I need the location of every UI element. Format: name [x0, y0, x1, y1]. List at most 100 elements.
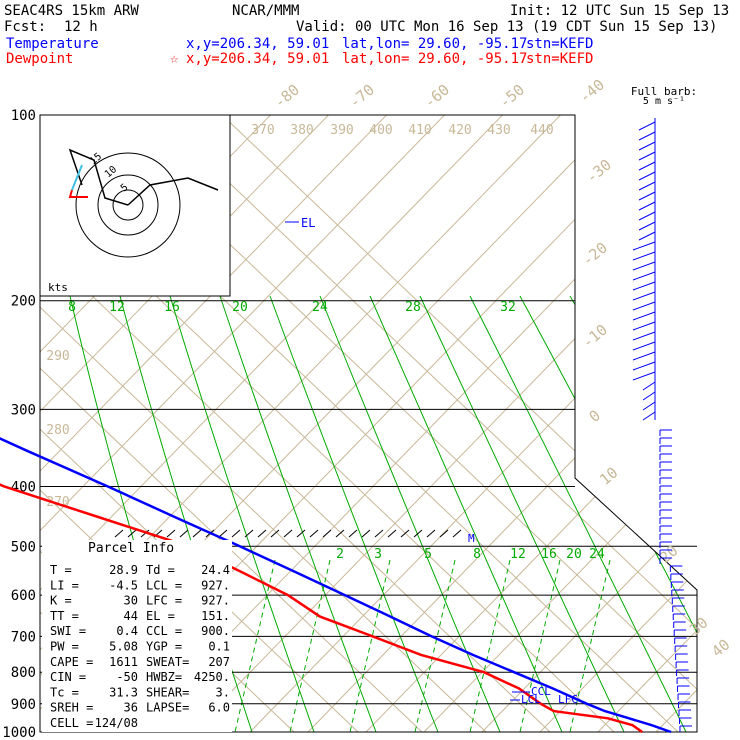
isotherm-label: 30 — [686, 613, 711, 638]
wind-barb — [638, 231, 656, 241]
mixing-ratio-label: 12 — [109, 300, 125, 315]
parcel-value: 31.3 — [109, 685, 138, 699]
freezing-hatch-mark — [361, 529, 371, 538]
forecast-label: Fcst: — [4, 19, 47, 35]
dry-adiabat-line — [191, 115, 697, 732]
wind-barb — [632, 241, 656, 251]
isotherm-label: 10 — [596, 463, 621, 488]
dry-adiabat-line — [40, 115, 465, 732]
theta-label: 430 — [487, 123, 510, 138]
mixing-ratio-label: 5 — [424, 547, 432, 562]
mixing-ratio-label: 20 — [566, 547, 582, 562]
parcel-key: SWEAT= — [146, 655, 189, 669]
freezing-hatch-mark — [322, 529, 332, 538]
moist-adiabat-line — [469, 295, 687, 732]
wind-barb — [632, 251, 656, 261]
isotherm-label: -80 — [271, 81, 303, 112]
ccl-label: CCL — [531, 685, 551, 698]
mixing-ratio-label: 32 — [500, 300, 516, 315]
wind-barb — [632, 361, 656, 371]
isotherm-label: -70 — [346, 81, 378, 112]
isotherm-line — [157, 115, 697, 732]
theta-label: 280 — [46, 423, 69, 438]
wind-barb — [638, 171, 656, 181]
parcel-info-panel — [42, 540, 232, 732]
parcel-key: CCL = — [146, 624, 182, 638]
wind-barb — [632, 301, 656, 311]
parcel-key: LAPSE= — [146, 701, 189, 715]
wind-barb — [632, 351, 656, 361]
wind-barb — [638, 141, 656, 151]
wind-barb — [642, 411, 656, 421]
moist-adiabat-line — [419, 295, 625, 732]
isotherm-line — [40, 115, 487, 732]
freezing-hatch-mark — [335, 529, 345, 538]
mixing-ratio-line — [519, 559, 561, 732]
mixing-ratio-label: 16 — [541, 547, 557, 562]
parcel-key: SWI = — [50, 624, 86, 638]
isotherm-label: -40 — [576, 76, 608, 107]
parcel-key: CELL = — [50, 716, 93, 730]
parcel-key: LI = — [50, 578, 79, 592]
mixing-ratio-label: 8 — [473, 547, 481, 562]
parcel-key: LFC = — [146, 594, 182, 608]
isotherm-label: -20 — [579, 239, 611, 270]
freezing-hatch-mark — [400, 529, 410, 538]
hodograph-ring — [112, 189, 144, 221]
wind-barb — [638, 221, 656, 231]
hodograph-unit-label: kts — [48, 281, 68, 294]
freezing-hatch-mark — [413, 529, 423, 538]
parcel-value: 124/08 — [95, 716, 138, 730]
parcel-value: 207 — [208, 655, 230, 669]
freezing-hatch-mark — [452, 529, 462, 538]
parcel-value: -4.5 — [109, 578, 138, 592]
wind-barb — [632, 271, 656, 281]
theta-label: 390 — [330, 123, 353, 138]
wind-scale-unit: 5 m s⁻¹ — [643, 96, 685, 107]
dry-adiabat-line — [249, 115, 697, 732]
isotherm-line — [40, 115, 359, 732]
mixing-ratio-label: 28 — [405, 300, 421, 315]
wind-barb — [632, 321, 656, 331]
parcel-key: Td = — [146, 563, 175, 577]
el-label: EL — [301, 216, 315, 230]
isotherm-line — [40, 115, 423, 732]
mixing-ratio-label: 3 — [374, 547, 382, 562]
freezing-hatch-mark — [231, 529, 241, 538]
pressure-tick-label: 100 — [11, 108, 36, 124]
parcel-value: 36 — [124, 701, 138, 715]
pressure-tick-label: 200 — [11, 294, 36, 310]
pressure-tick-label: 600 — [11, 588, 36, 604]
wind-barb — [632, 331, 656, 341]
parcel-key: CAPE = — [50, 655, 93, 669]
parcel-key: LCL = — [146, 578, 182, 592]
freezing-hatch-mark — [374, 529, 384, 538]
pressure-tick-label: 300 — [11, 402, 36, 418]
dry-adiabat-line — [423, 115, 697, 732]
parcel-value: 927. — [201, 578, 230, 592]
moist-adiabat-line — [369, 295, 563, 732]
freezing-hatch-mark — [309, 529, 319, 538]
mixing-ratio-line — [349, 559, 391, 732]
moist-adiabat-line — [169, 295, 315, 732]
model-title: SEAC4RS 15km ARW — [4, 3, 139, 19]
wind-barb — [642, 401, 656, 411]
moist-adiabat-line — [269, 295, 439, 732]
parcel-key: T = — [50, 563, 72, 577]
freezing-hatch-mark — [387, 529, 397, 538]
freezing-hatch-mark — [179, 529, 189, 538]
parcel-value: 0.4 — [116, 624, 138, 638]
isotherm-line — [221, 115, 697, 732]
pressure-tick-label: 1000 — [2, 725, 36, 740]
freezing-hatch-mark — [270, 529, 280, 538]
org-label: NCAR/MMM — [232, 3, 300, 19]
parcel-key: SREH = — [50, 701, 93, 715]
hodograph-ring — [75, 152, 181, 258]
hodograph-segment — [71, 164, 83, 191]
dewpoint-xy: x,y=206.34, 59.01 — [186, 51, 330, 67]
valid-time: Valid: 00 UTC Mon 16 Sep 13 (19 CDT Sun … — [296, 19, 718, 35]
parcel-key: YGP = — [146, 640, 182, 654]
dry-adiabat-line — [40, 115, 349, 732]
theta-label: 290 — [46, 349, 69, 364]
dry-adiabat-line — [40, 115, 407, 732]
